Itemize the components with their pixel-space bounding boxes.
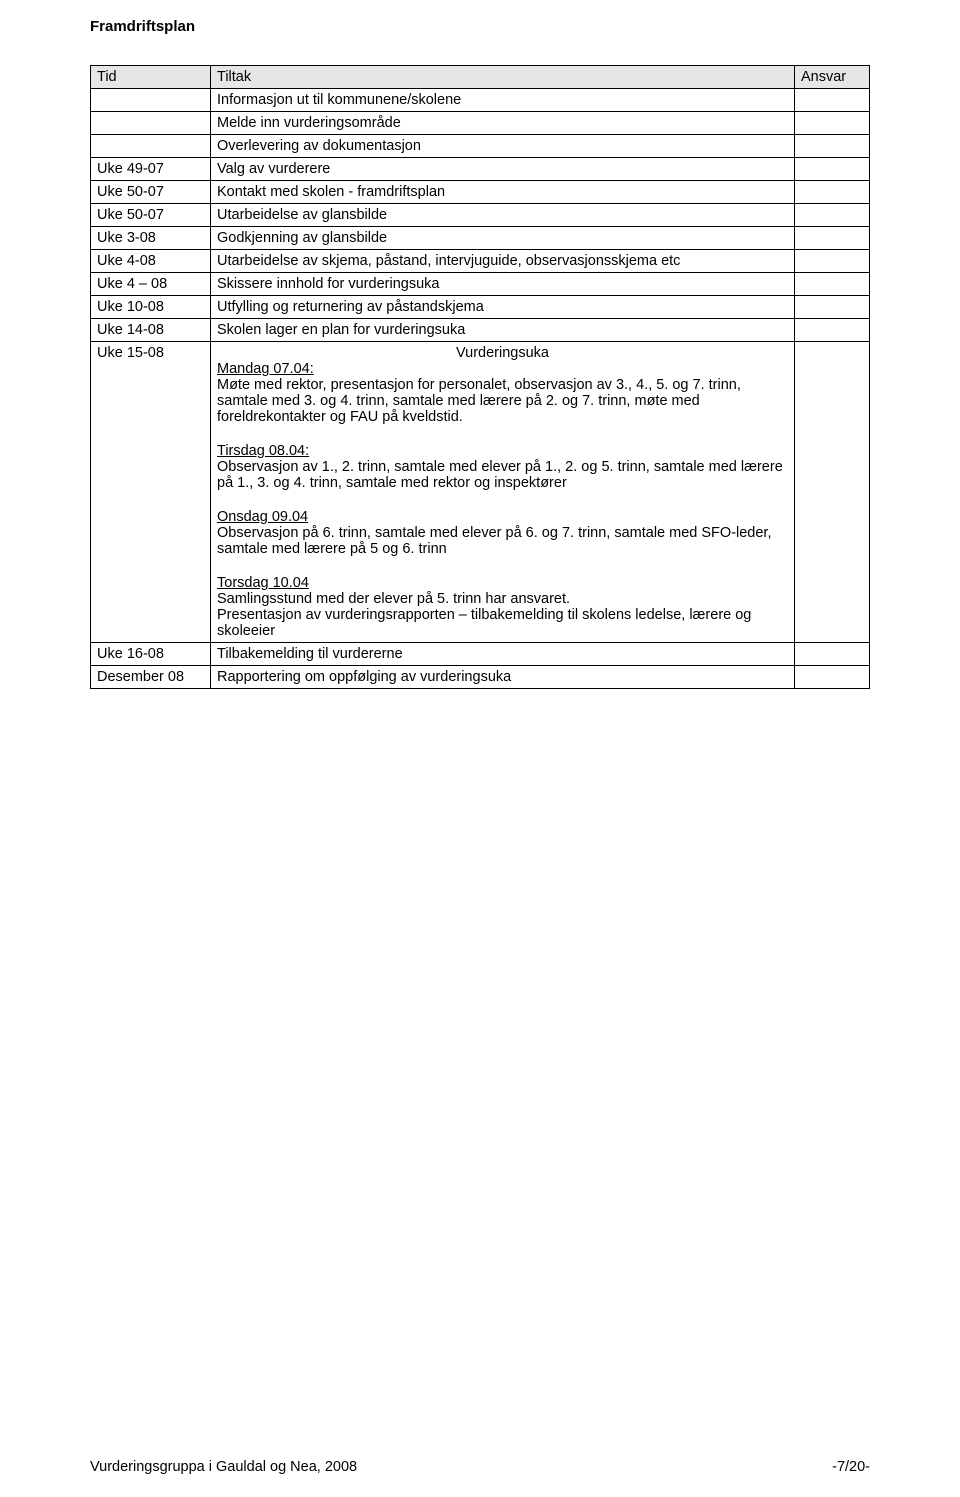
cell-tiltak: Utarbeidelse av glansbilde <box>211 204 795 227</box>
cell-ansvar <box>795 643 870 666</box>
cell-ansvar <box>795 342 870 643</box>
cell-ansvar <box>795 204 870 227</box>
cell-tiltak: Rapportering om oppfølging av vurderings… <box>211 666 795 689</box>
cell-tid <box>91 135 211 158</box>
cell-tiltak: Tilbakemelding til vurdererne <box>211 643 795 666</box>
table-row: Uke 4-08 Utarbeidelse av skjema, påstand… <box>91 250 870 273</box>
page-footer: Vurderingsgruppa i Gauldal og Nea, 2008 … <box>90 1459 870 1475</box>
cell-tiltak: Godkjenning av glansbilde <box>211 227 795 250</box>
document-title: Framdriftsplan <box>90 18 870 35</box>
cell-tiltak: Valg av vurderere <box>211 158 795 181</box>
cell-tid: Uke 16-08 <box>91 643 211 666</box>
cell-tiltak: Melde inn vurderingsområde <box>211 112 795 135</box>
tuesday-body: Observasjon av 1., 2. trinn, samtale med… <box>217 459 783 491</box>
col-head-tiltak: Tiltak <box>211 66 795 89</box>
tuesday-heading: Tirsdag 08.04: <box>217 443 309 459</box>
cell-tiltak: Skissere innhold for vurderingsuka <box>211 273 795 296</box>
cell-tid: Uke 50-07 <box>91 181 211 204</box>
cell-tid: Uke 50-07 <box>91 204 211 227</box>
table-row: Uke 49-07 Valg av vurderere <box>91 158 870 181</box>
thursday-heading: Torsdag 10.04 <box>217 575 309 591</box>
cell-tid: Uke 14-08 <box>91 319 211 342</box>
col-head-tid: Tid <box>91 66 211 89</box>
table-row: Overlevering av dokumentasjon <box>91 135 870 158</box>
table-row: Uke 16-08 Tilbakemelding til vurdererne <box>91 643 870 666</box>
cell-tiltak: Informasjon ut til kommunene/skolene <box>211 89 795 112</box>
table-header-row: Tid Tiltak Ansvar <box>91 66 870 89</box>
cell-ansvar <box>795 89 870 112</box>
framdriftsplan-table: Tid Tiltak Ansvar Informasjon ut til kom… <box>90 65 870 689</box>
cell-tiltak: Utarbeidelse av skjema, påstand, intervj… <box>211 250 795 273</box>
cell-ansvar <box>795 666 870 689</box>
footer-right: -7/20- <box>832 1459 870 1475</box>
table-row: Informasjon ut til kommunene/skolene <box>91 89 870 112</box>
monday-heading: Mandag 07.04: <box>217 361 314 377</box>
table-row: Uke 50-07 Kontakt med skolen - framdrift… <box>91 181 870 204</box>
cell-ansvar <box>795 319 870 342</box>
cell-ansvar <box>795 112 870 135</box>
cell-tid: Uke 4-08 <box>91 250 211 273</box>
cell-tiltak: Overlevering av dokumentasjon <box>211 135 795 158</box>
monday-body: Møte med rektor, presentasjon for person… <box>217 377 741 425</box>
cell-ansvar <box>795 296 870 319</box>
cell-tiltak: Skolen lager en plan for vurderingsuka <box>211 319 795 342</box>
cell-ansvar <box>795 181 870 204</box>
wednesday-heading: Onsdag 09.04 <box>217 509 308 525</box>
cell-tiltak: Vurderingsuka Mandag 07.04: Møte med rek… <box>211 342 795 643</box>
cell-tid: Uke 4 – 08 <box>91 273 211 296</box>
cell-tid: Uke 10-08 <box>91 296 211 319</box>
cell-ansvar <box>795 158 870 181</box>
col-head-ansvar: Ansvar <box>795 66 870 89</box>
cell-tid: Uke 15-08 <box>91 342 211 643</box>
cell-tiltak: Utfylling og returnering av påstandskjem… <box>211 296 795 319</box>
table-row: Desember 08 Rapportering om oppfølging a… <box>91 666 870 689</box>
cell-ansvar <box>795 227 870 250</box>
thursday-body: Samlingsstund med der elever på 5. trinn… <box>217 591 751 639</box>
table-row: Uke 14-08 Skolen lager en plan for vurde… <box>91 319 870 342</box>
table-row: Uke 10-08 Utfylling og returnering av på… <box>91 296 870 319</box>
table-row: Melde inn vurderingsområde <box>91 112 870 135</box>
footer-left: Vurderingsgruppa i Gauldal og Nea, 2008 <box>90 1459 357 1475</box>
table-row: Uke 50-07 Utarbeidelse av glansbilde <box>91 204 870 227</box>
table-row: Uke 15-08 Vurderingsuka Mandag 07.04: Mø… <box>91 342 870 643</box>
cell-tid: Uke 3-08 <box>91 227 211 250</box>
table-row: Uke 3-08 Godkjenning av glansbilde <box>91 227 870 250</box>
week-heading: Vurderingsuka <box>217 345 788 361</box>
cell-tiltak: Kontakt med skolen - framdriftsplan <box>211 181 795 204</box>
cell-tid: Uke 49-07 <box>91 158 211 181</box>
cell-tid: Desember 08 <box>91 666 211 689</box>
cell-tid <box>91 112 211 135</box>
page: Framdriftsplan Tid Tiltak Ansvar Informa… <box>0 0 960 1497</box>
cell-ansvar <box>795 135 870 158</box>
cell-ansvar <box>795 250 870 273</box>
table-row: Uke 4 – 08 Skissere innhold for vurderin… <box>91 273 870 296</box>
wednesday-body: Observasjon på 6. trinn, samtale med ele… <box>217 525 772 557</box>
cell-ansvar <box>795 273 870 296</box>
cell-tid <box>91 89 211 112</box>
